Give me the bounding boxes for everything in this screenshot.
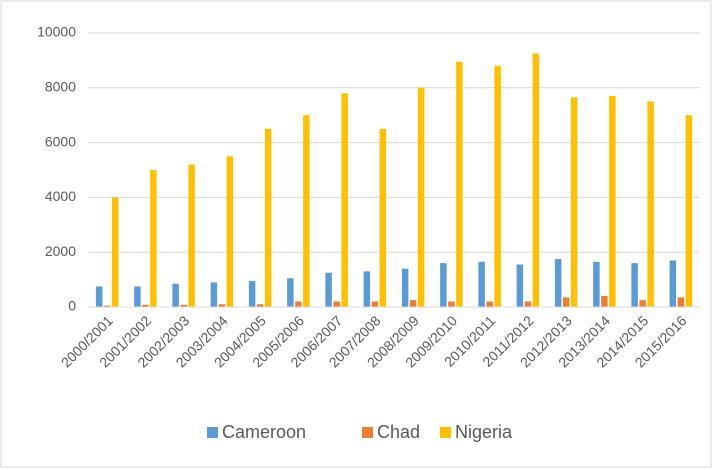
bar xyxy=(639,300,646,307)
bar xyxy=(150,170,157,307)
legend-swatch xyxy=(362,427,373,438)
bar xyxy=(570,97,578,307)
bar xyxy=(669,260,677,307)
bar xyxy=(180,304,187,307)
bar xyxy=(486,301,493,307)
bar xyxy=(363,271,371,307)
bar xyxy=(532,53,540,307)
y-tick-label: 2000 xyxy=(45,243,76,259)
bar xyxy=(631,263,638,307)
bar xyxy=(333,301,340,307)
bar xyxy=(134,286,141,307)
legend-text: Chad xyxy=(377,422,420,442)
bar xyxy=(401,268,409,307)
legend-swatch xyxy=(207,427,218,438)
bar xyxy=(524,301,532,307)
bar xyxy=(677,297,685,307)
bar xyxy=(609,96,616,308)
bar xyxy=(295,301,302,307)
bar xyxy=(417,87,425,307)
bar xyxy=(685,115,693,307)
bar xyxy=(226,156,234,307)
bar xyxy=(440,263,447,307)
bar xyxy=(516,264,524,307)
bar xyxy=(494,65,501,307)
y-tick-label: 4000 xyxy=(45,188,76,204)
bar xyxy=(554,259,562,307)
bar xyxy=(210,282,218,307)
bar xyxy=(218,304,226,307)
bar xyxy=(379,128,387,307)
bar xyxy=(601,296,608,307)
legend-text: Nigeria xyxy=(455,422,513,442)
legend-text: Cameroon xyxy=(222,422,306,442)
bar xyxy=(647,101,654,307)
bar xyxy=(95,286,103,307)
bar xyxy=(111,197,119,307)
bar xyxy=(256,304,264,307)
bar xyxy=(593,261,600,307)
bar xyxy=(562,297,570,307)
bar xyxy=(341,93,348,307)
bar xyxy=(478,261,485,307)
bar xyxy=(303,115,310,307)
bar xyxy=(287,278,294,307)
bar xyxy=(142,304,149,307)
bar xyxy=(409,300,417,307)
y-tick-label: 6000 xyxy=(45,133,76,149)
bar xyxy=(188,164,195,307)
bar xyxy=(456,61,463,307)
bar xyxy=(448,301,455,307)
bar xyxy=(325,272,332,307)
y-tick-label: 10000 xyxy=(37,24,76,40)
y-tick-label: 8000 xyxy=(45,79,76,95)
bar xyxy=(264,128,272,307)
y-tick-label: 0 xyxy=(68,298,76,314)
bar xyxy=(172,283,179,307)
bar xyxy=(248,280,256,307)
bar xyxy=(371,301,379,307)
bar xyxy=(103,305,111,307)
legend-swatch xyxy=(440,427,451,438)
